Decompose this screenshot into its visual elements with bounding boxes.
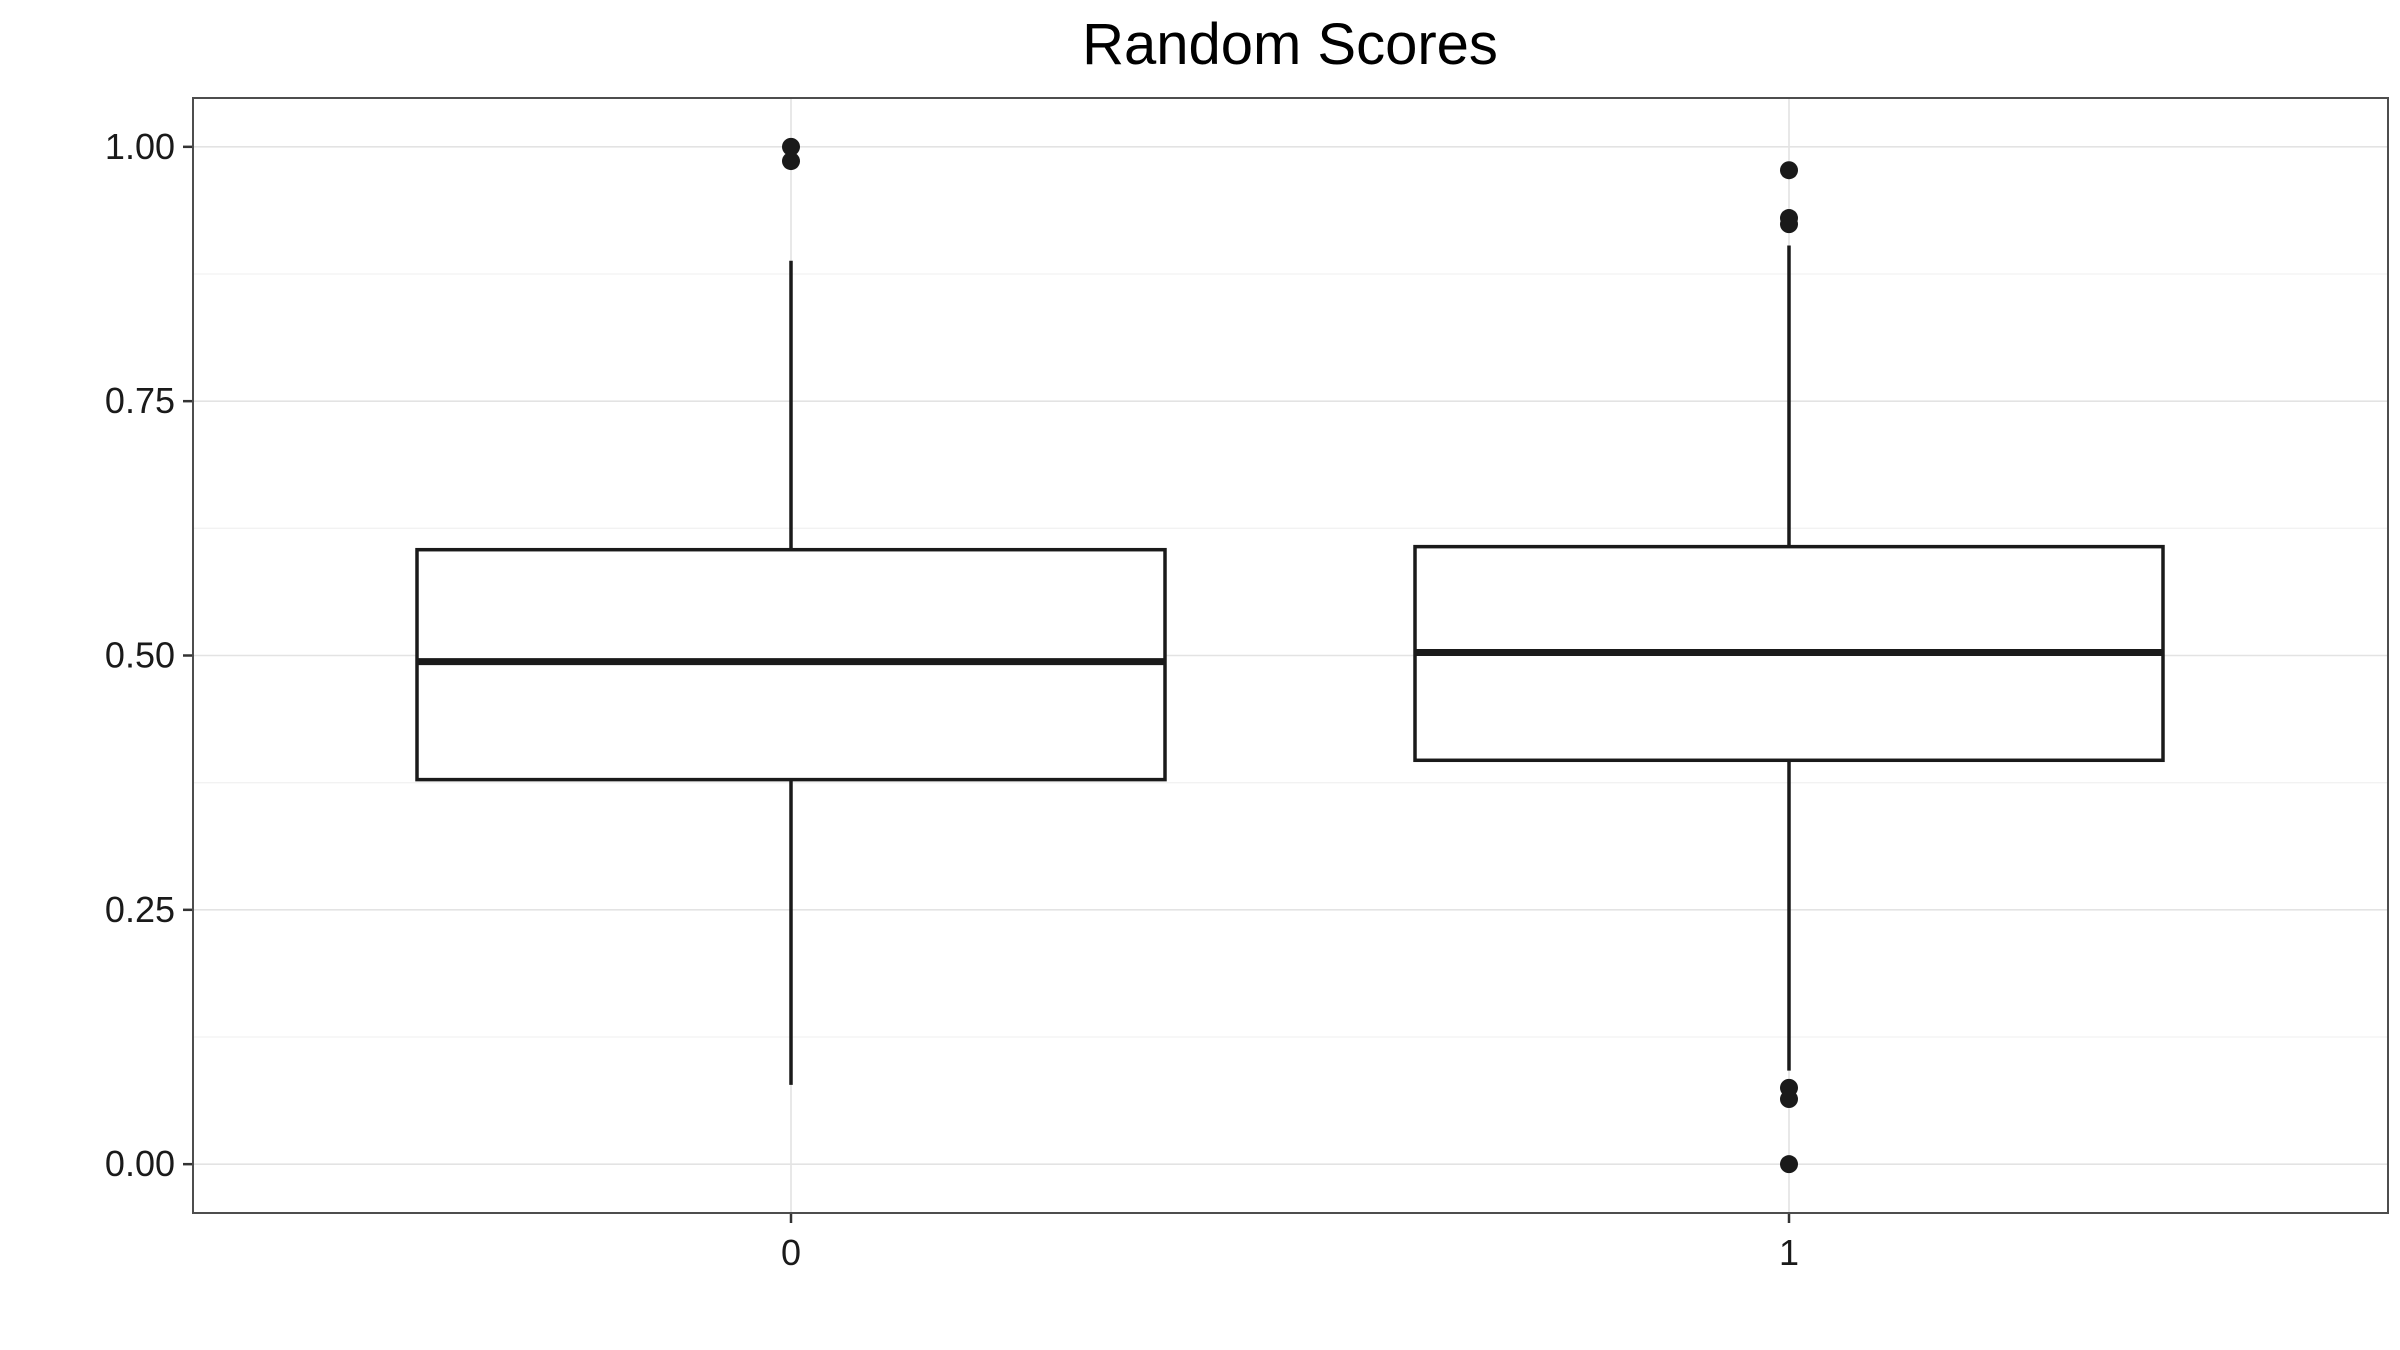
axes: 0.00 0.25 0.50 0.75 1.00 0 1 <box>105 126 1799 1273</box>
y-tick-label: 0.00 <box>105 1143 175 1184</box>
x-tick-label: 1 <box>1779 1232 1799 1273</box>
outlier-point <box>782 137 800 156</box>
outlier-point <box>1780 1155 1798 1174</box>
boxplot-1 <box>1413 161 2165 1174</box>
outlier-point <box>782 152 800 171</box>
y-tick-label: 0.75 <box>105 380 175 421</box>
outlier-point <box>1780 161 1798 180</box>
chart-title: Random Scores <box>1082 12 1498 77</box>
outlier-point <box>1780 1078 1798 1097</box>
y-tick-label: 1.00 <box>105 126 175 167</box>
y-tick-label: 0.50 <box>105 635 175 676</box>
y-tick-label: 0.25 <box>105 889 175 930</box>
x-tick-label: 0 <box>781 1232 801 1273</box>
plot-panel-border <box>192 97 2389 1214</box>
outlier-point <box>1780 209 1798 228</box>
boxplot-0 <box>415 137 1167 1085</box>
boxplots <box>415 137 2165 1174</box>
